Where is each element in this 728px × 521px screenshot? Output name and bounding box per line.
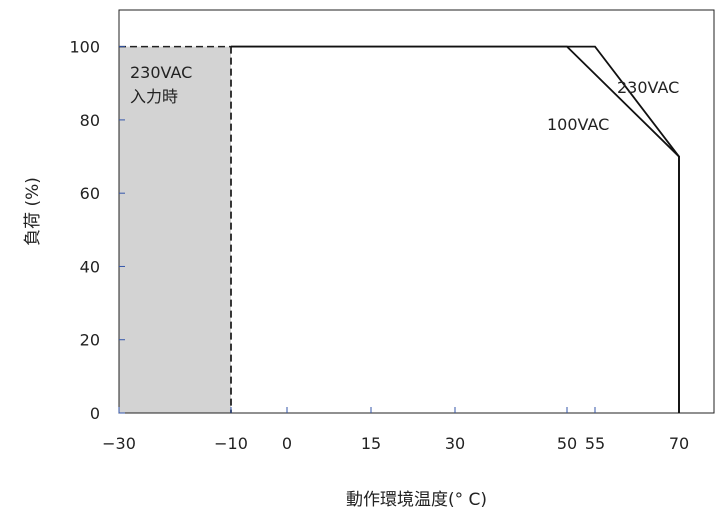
shaded-region-label-line1: 230VAC: [130, 63, 192, 82]
series-label-100vac: 100VAC: [547, 115, 609, 134]
annotations: 230VAC 入力時 230VAC 100VAC: [130, 63, 679, 134]
x-tick-label: −30: [102, 434, 136, 453]
shaded-region: [119, 46, 231, 414]
y-tick-label: 0: [90, 404, 100, 423]
y-tick-label: 40: [80, 257, 100, 276]
x-tick-label: 50: [557, 434, 577, 453]
x-tick-label: −10: [214, 434, 248, 453]
series-lines: [231, 45, 680, 413]
x-tick-label: 15: [361, 434, 381, 453]
plot-frame: [118, 9, 715, 414]
y-tick-label: 20: [80, 331, 100, 350]
x-axis-ticks: −30 −10 0 15 30 50 55 70: [102, 407, 689, 453]
shaded-region-layer: [119, 45, 232, 414]
y-tick-label: 60: [80, 184, 100, 203]
y-tick-label: 100: [69, 38, 100, 57]
series-line-100vac: [231, 45, 680, 413]
y-axis-ticks: 0 20 40 60 80 100: [69, 38, 125, 423]
x-tick-label: 0: [282, 434, 292, 453]
x-axis-title: 動作環境温度(° C): [346, 490, 487, 510]
y-axis-title: 負荷 (%): [23, 177, 43, 246]
y-tick-label: 80: [80, 111, 100, 130]
x-tick-label: 70: [669, 434, 689, 453]
series-label-230vac: 230VAC: [617, 78, 679, 97]
x-tick-label: 30: [445, 434, 465, 453]
x-tick-label: 55: [585, 434, 605, 453]
shaded-region-label-line2: 入力時: [130, 87, 178, 106]
series-line-230vac: [231, 45, 680, 413]
